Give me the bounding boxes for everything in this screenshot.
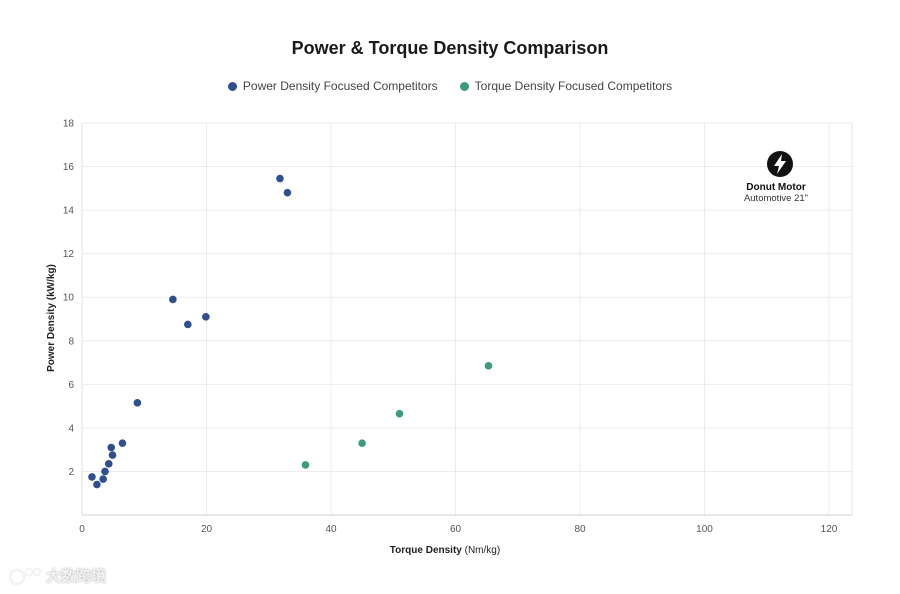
power-density-point[interactable] [101,467,109,476]
y-tick-label: 16 [63,162,75,173]
power-density-point[interactable] [118,439,127,447]
x-tick-label: 40 [325,524,337,535]
watermark: 大数跨境 [8,565,106,586]
power-density-point[interactable] [88,473,96,481]
lightning-bolt-glyph [774,154,786,174]
power-density-point[interactable] [283,188,292,197]
y-tick-label: 4 [68,423,74,434]
torque-density-point[interactable] [358,439,366,447]
logo-icon [8,567,42,585]
power-density-point[interactable] [133,399,142,407]
legend-item-torque[interactable]: Torque Density Focused Competitors [459,79,673,93]
grid [81,122,853,516]
x-tick-label: 120 [821,524,838,535]
x-tick-label: 20 [201,524,213,535]
power-density-point[interactable] [184,320,192,329]
data-points [88,174,493,489]
y-tick-label: 12 [63,249,75,260]
torque-density-point[interactable] [484,362,493,370]
y-tick-label: 18 [63,119,75,130]
x-axis-title-unit: (Nm/kg) [465,545,501,556]
donut-motor-annotation[interactable]: Donut Motor Automotive 21" [744,151,808,204]
power-density-point[interactable] [169,295,177,304]
power-density-point[interactable] [202,313,210,321]
x-tick-label: 100 [696,524,713,535]
power-density-point[interactable] [107,443,116,452]
y-tick-label: 2 [68,467,74,478]
legend-label-torque: Torque Density Focused Competitors [474,79,673,93]
x-axis-title-main: Torque Density [390,545,462,556]
y-tick-label: 10 [63,293,75,304]
x-tick-label: 60 [450,524,462,535]
power-density-point[interactable] [93,480,101,489]
legend-swatch-torque [459,81,469,91]
watermark-text: 大数跨境 [46,568,107,585]
power-density-point[interactable] [104,460,113,468]
power-density-point[interactable] [99,475,107,483]
legend-item-power[interactable]: Power Density Focused Competitors [227,79,438,93]
torque-density-point[interactable] [301,461,310,469]
torque-density-point[interactable] [395,409,404,418]
plot-area [81,122,853,516]
y-tick-label: 6 [68,380,74,391]
x-tick-label: 80 [574,524,586,535]
y-tick-label: 8 [68,336,74,347]
axes: 2 4 6 8 10 12 14 16 18 0 20 40 60 80 100 120 [63,119,852,535]
y-tick-label: 14 [63,206,75,217]
y-axis-title: Power Density (kW/kg) [46,264,57,372]
annotation-title: Donut Motor [746,182,806,193]
power-density-point[interactable] [276,174,284,183]
chart-legend: Power Density Focused Competitors Torque… [0,79,900,93]
chart-title: Power & Torque Density Comparison [291,38,609,58]
power-density-point[interactable] [108,451,117,459]
legend-label-power: Power Density Focused Competitors [242,79,438,93]
annotation-subtitle: Automotive 21" [744,193,808,204]
legend-swatch-power [227,81,237,91]
x-axis-title: Torque Density (Nm/kg) [390,545,500,556]
x-tick-label: 0 [79,524,85,535]
